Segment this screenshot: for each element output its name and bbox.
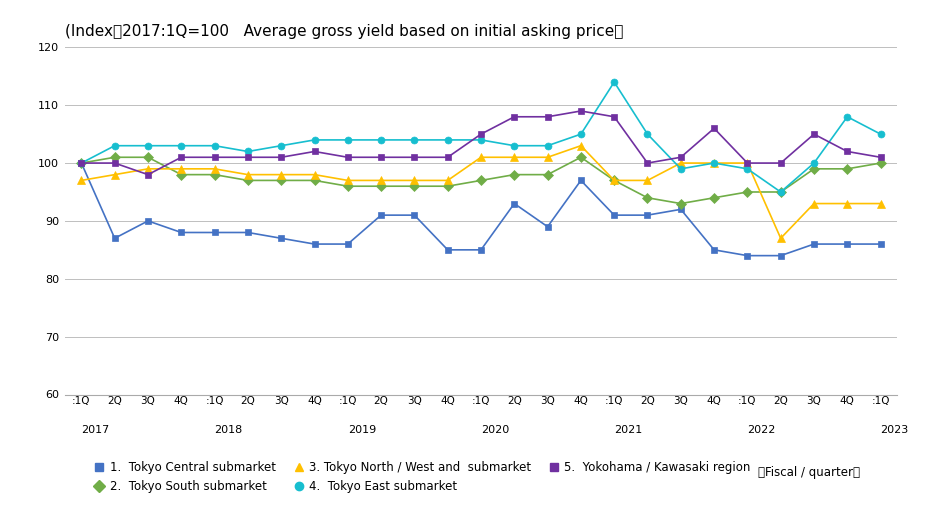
Text: (Index：2017:1Q=100   Average gross yield based on initial asking price）: (Index：2017:1Q=100 Average gross yield b…	[65, 24, 623, 39]
Text: 2022: 2022	[747, 425, 776, 435]
Text: （Fiscal / quarter）: （Fiscal / quarter）	[758, 466, 860, 479]
Text: 2017: 2017	[81, 425, 110, 435]
Text: 2020: 2020	[481, 425, 510, 435]
Text: 2021: 2021	[614, 425, 643, 435]
Text: 2023: 2023	[881, 425, 909, 435]
Text: 2018: 2018	[215, 425, 243, 435]
Text: 2019: 2019	[348, 425, 376, 435]
Legend: 1.  Tokyo Central submarket, 2.  Tokyo South submarket, 3. Tokyo North / West an: 1. Tokyo Central submarket, 2. Tokyo Sou…	[94, 461, 751, 493]
